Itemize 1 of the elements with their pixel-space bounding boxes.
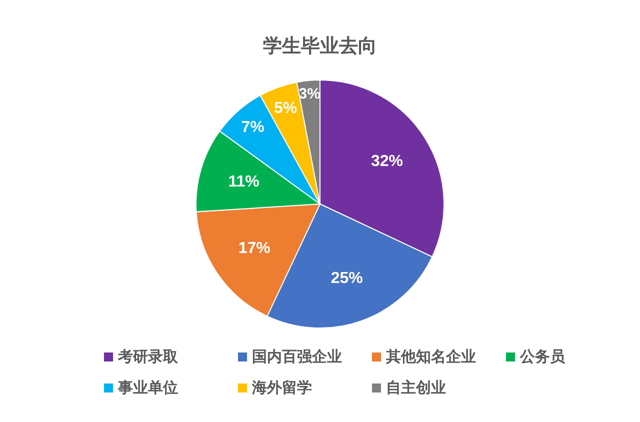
title: 学生毕业去向	[263, 36, 377, 57]
